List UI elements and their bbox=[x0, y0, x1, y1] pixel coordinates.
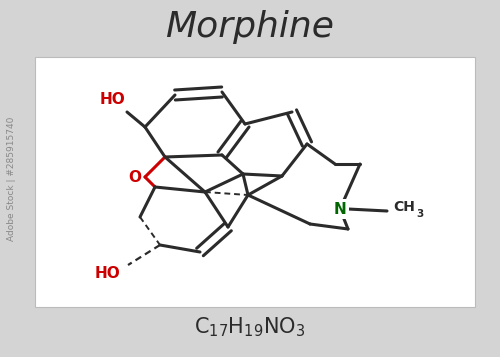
Text: O: O bbox=[128, 170, 141, 185]
Text: Morphine: Morphine bbox=[166, 10, 334, 44]
Text: 3: 3 bbox=[416, 209, 423, 219]
Text: C$_{17}$H$_{19}$NO$_{3}$: C$_{17}$H$_{19}$NO$_{3}$ bbox=[194, 315, 306, 339]
Text: HO: HO bbox=[99, 92, 125, 107]
Text: CH: CH bbox=[393, 200, 415, 214]
Text: N: N bbox=[334, 201, 346, 216]
Text: Adobe Stock | #285915740: Adobe Stock | #285915740 bbox=[8, 117, 16, 241]
Text: HO: HO bbox=[94, 266, 120, 281]
